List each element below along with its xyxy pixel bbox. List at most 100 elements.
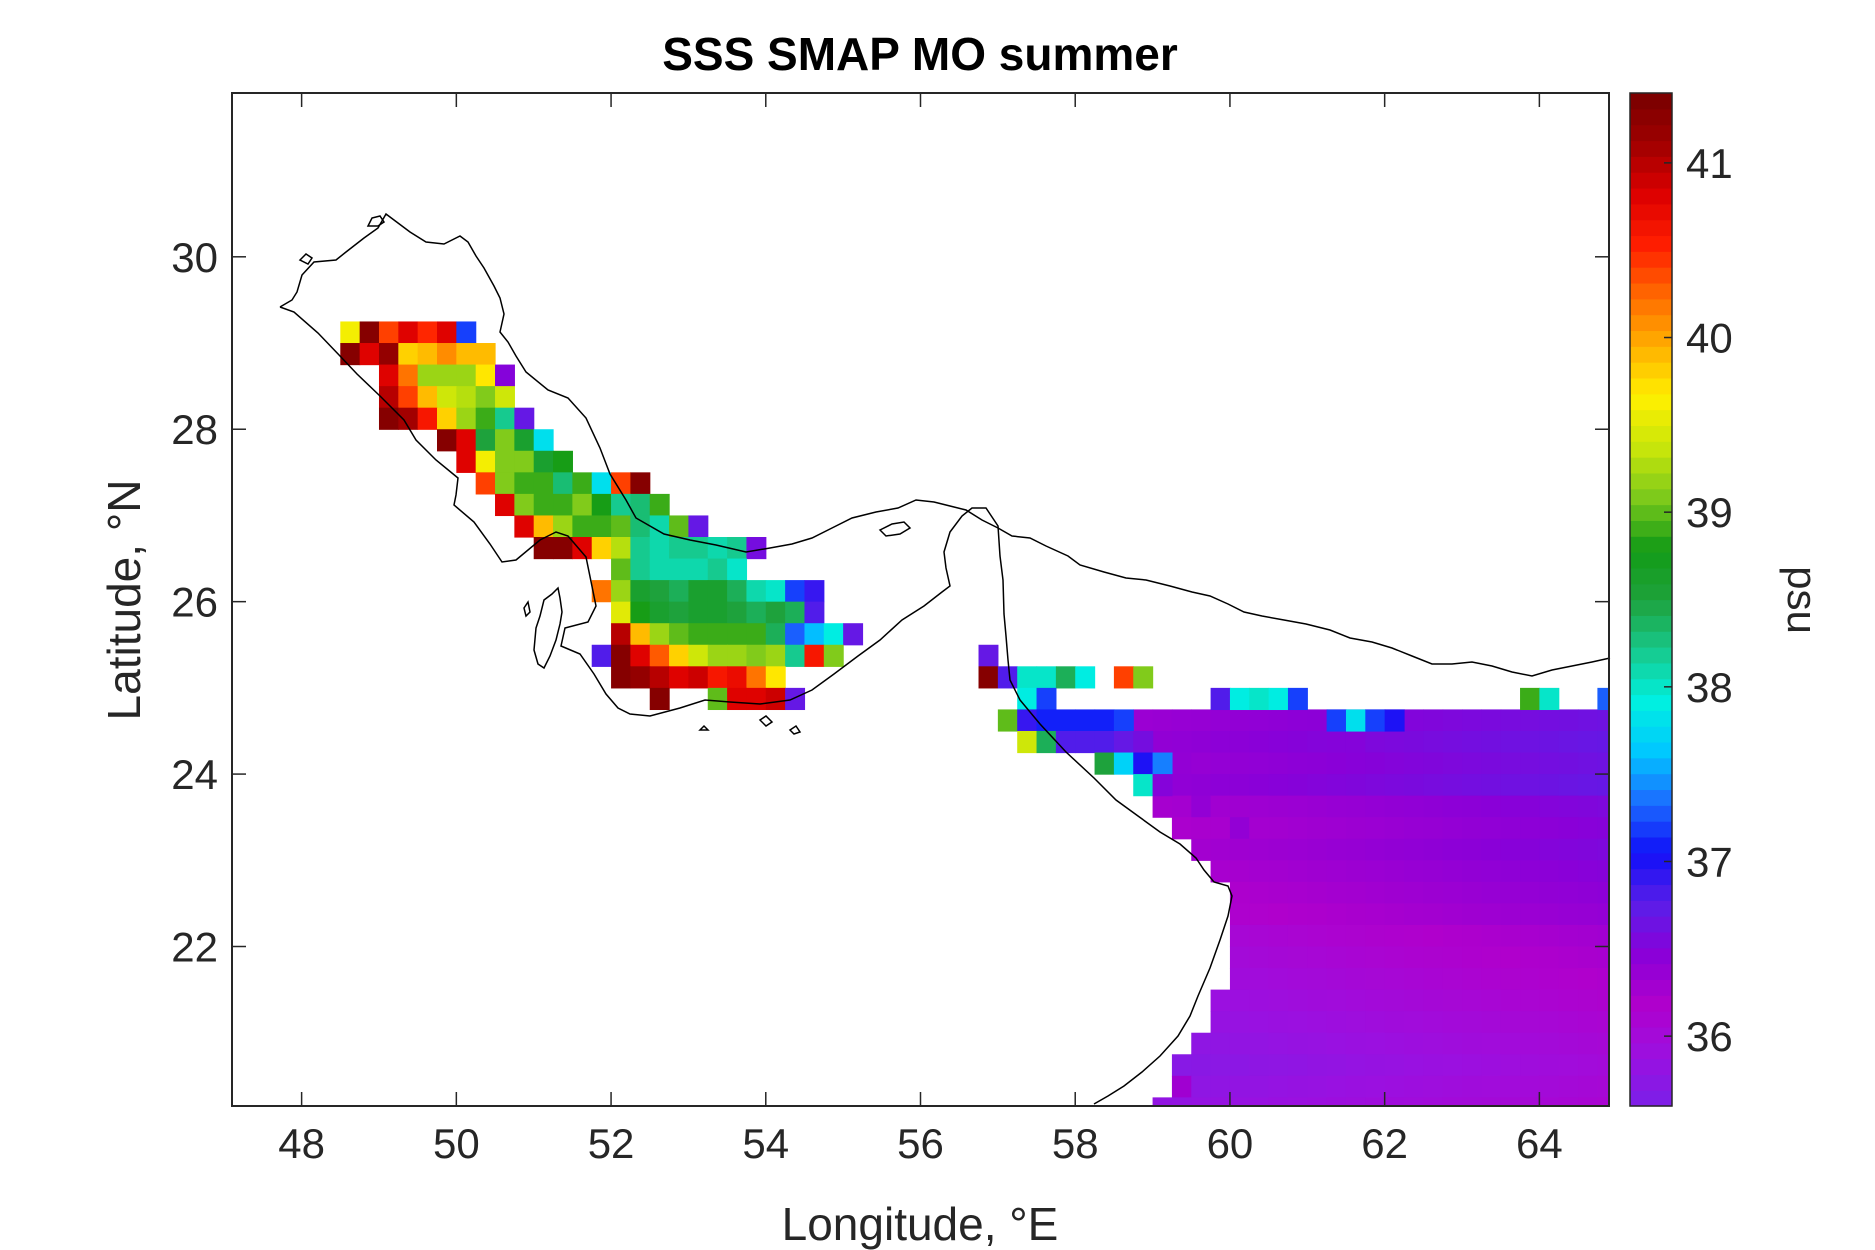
salinity-cell (1578, 774, 1598, 797)
salinity-cell (1345, 946, 1366, 969)
salinity-cell (1558, 860, 1579, 883)
salinity-cell (1520, 709, 1540, 732)
salinity-cell (649, 687, 670, 711)
salinity-cell (1578, 838, 1598, 861)
salinity-cell (1481, 946, 1502, 969)
salinity-cell (1442, 946, 1463, 969)
salinity-cell (1345, 989, 1366, 1012)
salinity-cell (1036, 730, 1057, 754)
salinity-cell (1249, 860, 1270, 883)
salinity-cell (1210, 687, 1231, 711)
salinity-cell (1229, 881, 1250, 904)
salinity-cell (1307, 1054, 1328, 1077)
colorbar-segment (1630, 599, 1672, 616)
x-tick-label: 54 (742, 1120, 789, 1167)
salinity-cell (1578, 1075, 1598, 1098)
salinity-cell (669, 644, 690, 667)
salinity-cell (1520, 924, 1540, 948)
salinity-cell (611, 623, 631, 646)
salinity-cell (649, 623, 670, 646)
salinity-cell (1423, 1032, 1444, 1055)
salinity-cell (1229, 1097, 1250, 1107)
salinity-cell (1597, 817, 1610, 840)
salinity-cell (997, 709, 1018, 732)
salinity-cell (1520, 1075, 1540, 1098)
salinity-cell (1423, 924, 1444, 948)
salinity-cell (1481, 903, 1502, 926)
salinity-cell (398, 364, 419, 387)
salinity-cell (495, 493, 515, 517)
salinity-cell (1500, 795, 1521, 818)
salinity-cell (1365, 924, 1386, 948)
salinity-cell (1578, 752, 1598, 775)
salinity-cell (1578, 730, 1598, 754)
salinity-cell (707, 558, 728, 581)
salinity-cell (1017, 666, 1038, 689)
salinity-cell (495, 450, 515, 473)
salinity-cell (1326, 730, 1347, 754)
salinity-cell (1442, 860, 1463, 883)
salinity-cell (475, 364, 496, 387)
salinity-cell (1075, 730, 1096, 754)
salinity-cell (533, 450, 554, 473)
salinity-cell (1017, 709, 1038, 732)
salinity-cell (1481, 860, 1502, 883)
salinity-cell (456, 450, 477, 473)
salinity-cell (514, 493, 535, 517)
salinity-cell (514, 429, 535, 452)
salinity-cell (1268, 924, 1289, 948)
colorbar-segment (1630, 156, 1672, 173)
salinity-cell (1345, 774, 1366, 797)
salinity-cell (1113, 709, 1134, 732)
salinity-cell (1500, 1011, 1521, 1034)
salinity-cell (1597, 1097, 1610, 1107)
salinity-cell (1423, 817, 1444, 840)
salinity-cell (1326, 838, 1347, 861)
x-tick-label: 52 (588, 1120, 635, 1167)
salinity-cell (1597, 946, 1610, 969)
salinity-cell (707, 666, 728, 689)
salinity-cell (1520, 860, 1540, 883)
salinity-cell (1520, 774, 1540, 797)
salinity-cell (1384, 946, 1405, 969)
salinity-cell (1287, 946, 1308, 969)
colorbar-segment (1630, 472, 1672, 490)
salinity-cell (456, 343, 477, 366)
salinity-cell (398, 407, 419, 430)
salinity-cell (1249, 795, 1270, 818)
colorbar-segment (1630, 124, 1672, 142)
salinity-cell (1423, 903, 1444, 926)
salinity-cell (495, 472, 515, 495)
salinity-cell (437, 321, 457, 344)
colorbar-segment (1630, 504, 1672, 521)
salinity-cell (746, 687, 767, 711)
coastline-qatar (533, 586, 563, 670)
colorbar-tick-label: 36 (1686, 1013, 1733, 1060)
x-axis-label: Longitude, °E (782, 1198, 1059, 1250)
colorbar-segment (1630, 741, 1672, 759)
salinity-cell (1307, 989, 1328, 1012)
salinity-cell (1558, 838, 1579, 861)
salinity-cell (1384, 1097, 1405, 1107)
salinity-cell (378, 364, 399, 387)
salinity-cell (1249, 1011, 1270, 1034)
x-tick-label: 56 (897, 1120, 944, 1167)
salinity-cell (1365, 730, 1386, 754)
salinity-cell (514, 450, 535, 473)
salinity-cell (1307, 881, 1328, 904)
salinity-cell (1191, 752, 1212, 775)
salinity-cell (437, 386, 457, 409)
salinity-cell (1539, 709, 1560, 732)
salinity-cell (1152, 709, 1173, 732)
salinity-cell (1365, 838, 1386, 861)
colorbar-segment (1630, 805, 1672, 822)
salinity-cell (1558, 709, 1579, 732)
salinity-cell (1191, 838, 1212, 861)
salinity-cell (649, 537, 670, 560)
colorbar-segment (1630, 457, 1672, 474)
salinity-cell (1094, 730, 1115, 754)
salinity-cell (1345, 752, 1366, 775)
salinity-cell (1404, 1032, 1424, 1055)
salinity-cell (1055, 730, 1076, 754)
salinity-cell (1210, 838, 1231, 861)
